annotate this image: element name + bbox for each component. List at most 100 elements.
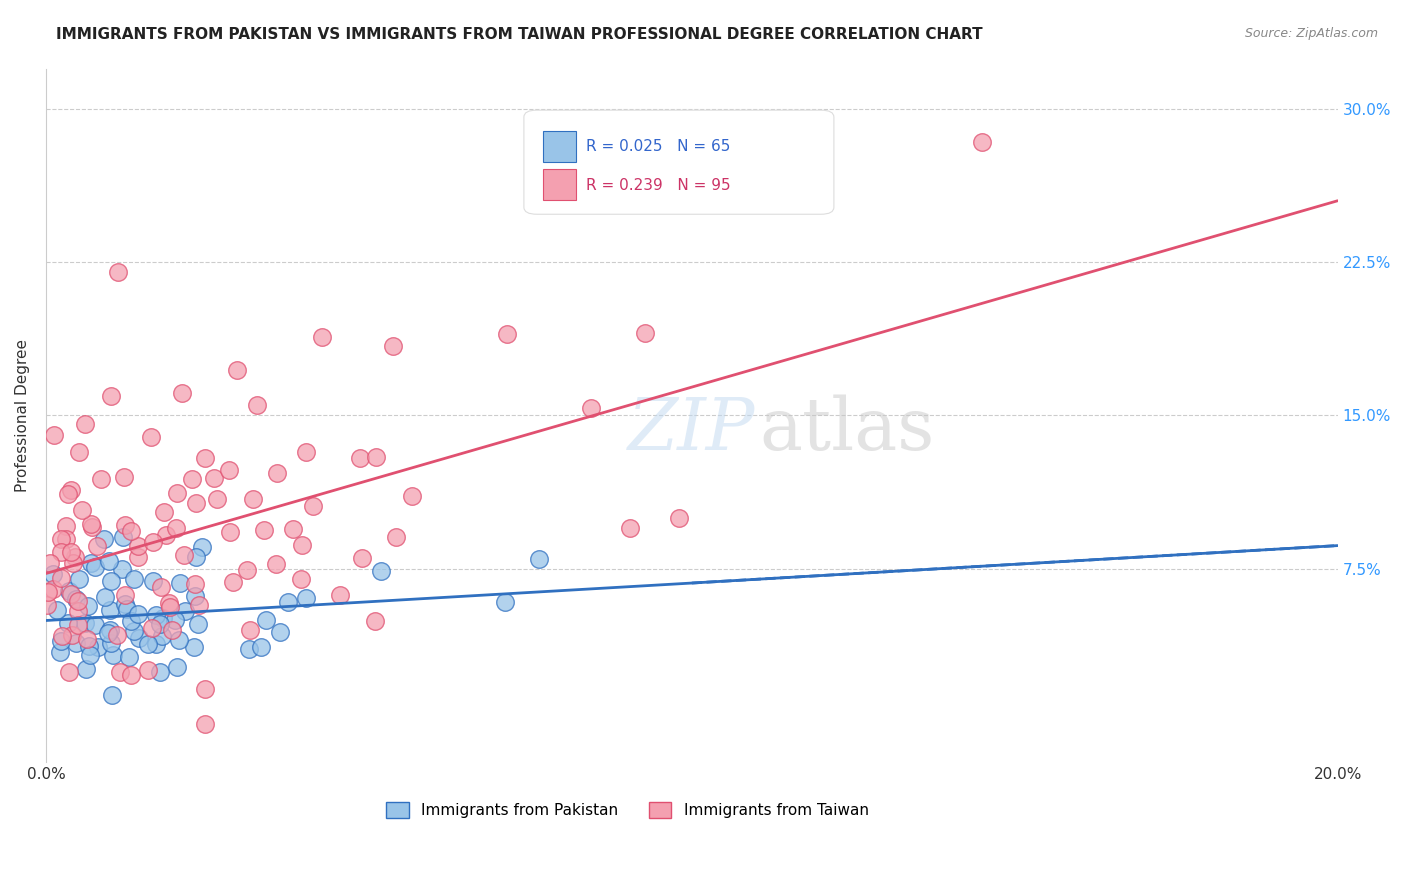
Immigrants from Taiwan [225, 363, 247, 377]
Immigrants from Taiwan [188, 598, 211, 612]
Text: ZIP: ZIP [628, 394, 755, 465]
Immigrants from Taiwan [67, 604, 90, 618]
Legend: Immigrants from Pakistan, Immigrants from Taiwan: Immigrants from Pakistan, Immigrants fro… [380, 796, 875, 824]
Immigrants from Pakistan [49, 633, 72, 648]
Immigrants from Pakistan [94, 590, 117, 604]
Immigrants from Taiwan [266, 466, 288, 480]
Immigrants from Pakistan [114, 598, 136, 612]
FancyBboxPatch shape [524, 110, 834, 214]
Immigrants from Pakistan [254, 613, 277, 627]
Immigrants from Pakistan [527, 552, 550, 566]
Immigrants from Taiwan [166, 485, 188, 500]
Immigrants from Taiwan [155, 528, 177, 542]
Immigrants from Taiwan [184, 576, 207, 591]
Immigrants from Taiwan [172, 385, 194, 400]
Immigrants from Pakistan [115, 602, 138, 616]
Immigrants from Pakistan [184, 549, 207, 564]
Immigrants from Pakistan [42, 566, 65, 581]
Immigrants from Pakistan [138, 637, 160, 651]
Immigrants from Pakistan [46, 603, 69, 617]
Immigrants from Taiwan [63, 549, 86, 564]
Immigrants from Taiwan [150, 581, 173, 595]
Immigrants from Taiwan [381, 339, 404, 353]
Immigrants from Taiwan [165, 521, 187, 535]
FancyBboxPatch shape [543, 169, 575, 201]
Immigrants from Taiwan [194, 450, 217, 465]
Immigrants from Pakistan [111, 530, 134, 544]
Immigrants from Pakistan [83, 617, 105, 632]
Immigrants from Pakistan [169, 576, 191, 591]
Immigrants from Taiwan [42, 428, 65, 442]
Immigrants from Taiwan [60, 587, 83, 601]
Immigrants from Taiwan [152, 505, 174, 519]
Immigrants from Pakistan [97, 626, 120, 640]
Immigrants from Taiwan [49, 545, 72, 559]
Immigrants from Taiwan [73, 417, 96, 431]
Immigrants from Pakistan [187, 616, 209, 631]
Immigrants from Pakistan [65, 636, 87, 650]
Text: atlas: atlas [759, 394, 935, 465]
Immigrants from Pakistan [149, 665, 172, 680]
Immigrants from Taiwan [619, 521, 641, 535]
Immigrants from Taiwan [141, 621, 163, 635]
Immigrants from Taiwan [67, 617, 90, 632]
Immigrants from Taiwan [67, 444, 90, 458]
Immigrants from Pakistan [167, 633, 190, 648]
Immigrants from Taiwan [581, 401, 603, 415]
Immigrants from Taiwan [668, 510, 690, 524]
Immigrants from Pakistan [145, 608, 167, 623]
Immigrants from Pakistan [77, 599, 100, 613]
Immigrants from Pakistan [93, 532, 115, 546]
Immigrants from Pakistan [166, 660, 188, 674]
Immigrants from Taiwan [105, 628, 128, 642]
Immigrants from Taiwan [120, 668, 142, 682]
Immigrants from Pakistan [152, 611, 174, 625]
Text: IMMIGRANTS FROM PAKISTAN VS IMMIGRANTS FROM TAIWAN PROFESSIONAL DEGREE CORRELATI: IMMIGRANTS FROM PAKISTAN VS IMMIGRANTS F… [56, 27, 983, 42]
Text: R = 0.025   N = 65: R = 0.025 N = 65 [586, 139, 730, 154]
Immigrants from Taiwan [302, 499, 325, 513]
Immigrants from Taiwan [291, 538, 314, 552]
Immigrants from Pakistan [494, 595, 516, 609]
Immigrants from Taiwan [401, 489, 423, 503]
Immigrants from Taiwan [66, 594, 89, 608]
Immigrants from Taiwan [37, 585, 59, 599]
Immigrants from Taiwan [159, 599, 181, 614]
Immigrants from Taiwan [264, 557, 287, 571]
Immigrants from Pakistan [75, 616, 97, 631]
Immigrants from Taiwan [329, 589, 352, 603]
Immigrants from Pakistan [65, 592, 87, 607]
Immigrants from Taiwan [136, 663, 159, 677]
Immigrants from Taiwan [107, 264, 129, 278]
Immigrants from Taiwan [205, 491, 228, 506]
Text: Source: ZipAtlas.com: Source: ZipAtlas.com [1244, 27, 1378, 40]
Immigrants from Taiwan [246, 398, 269, 412]
Immigrants from Pakistan [118, 650, 141, 665]
Immigrants from Taiwan [194, 717, 217, 731]
Immigrants from Taiwan [51, 571, 73, 585]
Immigrants from Taiwan [60, 628, 83, 642]
Immigrants from Taiwan [972, 135, 994, 149]
Immigrants from Taiwan [100, 389, 122, 403]
Immigrants from Pakistan [184, 590, 207, 604]
Immigrants from Taiwan [311, 329, 333, 343]
Immigrants from Pakistan [69, 573, 91, 587]
Immigrants from Taiwan [218, 463, 240, 477]
Immigrants from Taiwan [142, 534, 165, 549]
Immigrants from Taiwan [76, 632, 98, 646]
Immigrants from Taiwan [62, 556, 84, 570]
Immigrants from Pakistan [128, 631, 150, 645]
Immigrants from Taiwan [173, 549, 195, 563]
Immigrants from Taiwan [58, 665, 80, 679]
Immigrants from Pakistan [277, 595, 299, 609]
Immigrants from Taiwan [82, 520, 104, 534]
Immigrants from Taiwan [633, 326, 655, 340]
Immigrants from Taiwan [127, 549, 149, 564]
Immigrants from Taiwan [281, 522, 304, 536]
Immigrants from Taiwan [180, 472, 202, 486]
Immigrants from Pakistan [98, 603, 121, 617]
Immigrants from Pakistan [150, 629, 173, 643]
Immigrants from Taiwan [290, 573, 312, 587]
Immigrants from Taiwan [59, 544, 82, 558]
Immigrants from Taiwan [157, 596, 180, 610]
Immigrants from Taiwan [194, 681, 217, 696]
